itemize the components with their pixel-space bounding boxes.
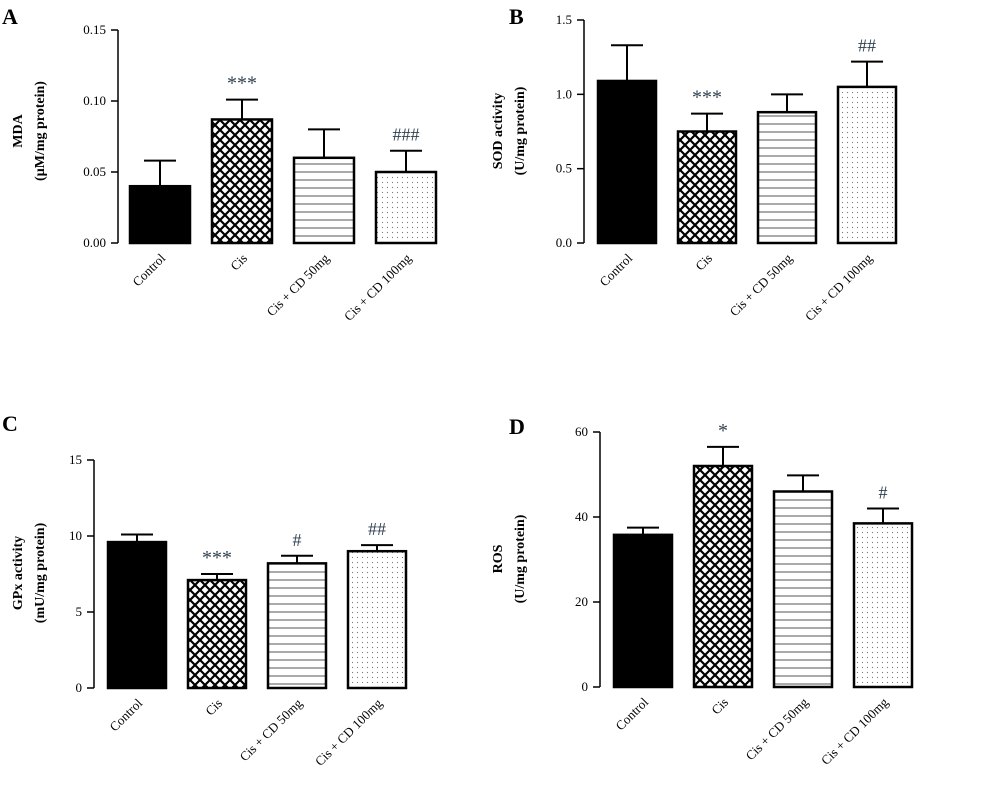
panel-a-bar-control (128, 184, 192, 245)
panel-b-category-label-cis: Cis (692, 251, 715, 274)
panel-d-bar-cis-cd-100mg (852, 522, 914, 689)
panel-a-y-tick-label: 0.05 (83, 164, 106, 179)
panel-d-ylabel-line2: (U/mg protein) (513, 514, 528, 603)
panel-b-significance-cis-cd-100mg: ## (858, 36, 876, 56)
panel-c-category-label-control: Control (106, 695, 145, 734)
panel-d-y-tick-label: 20 (575, 594, 588, 609)
panel-b-y-tick-label: 0.5 (556, 161, 572, 176)
panel-d-y-tick-label: 40 (575, 509, 588, 524)
panel-d-category-label-cis-cd-50mg: Cis + CD 50mg (742, 694, 811, 763)
panel-a: A MDA (µM/mg protein) 0.00 0.05 0.10 0.15 Co… (2, 4, 438, 324)
panel-b-bar-cis-cd-50mg (756, 110, 818, 245)
panel-c: C GPx activity (mU/mg protein) 0 5 10 15 Con… (2, 411, 408, 769)
panel-c-significance-cis: *** (202, 547, 232, 569)
panel-a-ylabel-line1: MDA (11, 113, 26, 147)
panel-c-ylabel-line1: GPx activity (11, 536, 26, 610)
panel-a-ylabel-line2: (µM/mg protein) (33, 81, 48, 181)
panel-c-category-label-cis-cd-50mg: Cis + CD 50mg (236, 695, 305, 764)
panel-d-category-label-cis-cd-100mg: Cis + CD 100mg (818, 694, 892, 768)
panel-b-bar-cis-cd-100mg (836, 85, 898, 245)
panel-c-y-tick-label: 15 (69, 452, 82, 467)
panel-b-category-label-cis-cd-50mg: Cis + CD 50mg (726, 250, 795, 319)
panel-b-bar-cis (676, 130, 738, 245)
panel-d-y-tick-label: 0 (582, 679, 589, 694)
panel-b-y-tick-label: 0.0 (556, 235, 572, 250)
panel-a-y-tick-label: 0.00 (83, 235, 106, 250)
panel-a-category-label-cis-cd-100mg: Cis + CD 100mg (341, 250, 415, 324)
panel-a-significance-cis-cd-100mg: ### (393, 125, 420, 145)
panel-c-category-label-cis-cd-100mg: Cis + CD 100mg (312, 695, 386, 769)
panel-d-significance-cis: * (718, 420, 728, 442)
panel-c-bar-cis (186, 578, 248, 690)
panel-d-bar-control (612, 533, 674, 689)
panel-b-plot: 0.0 0.5 1.0 1.5 Control *** Cis Cis + CD 50mg ##… (556, 12, 898, 324)
panel-d-letter: D (509, 414, 525, 439)
panel-d-significance-cis-cd-100mg: # (879, 483, 888, 503)
panel-a-significance-cis: *** (227, 73, 257, 95)
panel-d-category-label-control: Control (612, 694, 651, 733)
panel-a-bar-cis-cd-100mg (374, 170, 438, 245)
panel-b-y-tick-label: 1.0 (556, 86, 572, 101)
panel-d-ylabel-line1: ROS (491, 544, 506, 573)
panel-c-y-tick-label: 5 (76, 604, 83, 619)
panel-c-bar-cis-cd-50mg (266, 562, 328, 690)
panel-c-significance-cis-cd-100mg: ## (368, 519, 386, 539)
panel-c-letter: C (2, 411, 18, 436)
panel-b-category-label-control: Control (596, 250, 635, 289)
panel-c-y-tick-label: 10 (69, 528, 82, 543)
panel-b-category-label-cis-cd-100mg: Cis + CD 100mg (802, 250, 876, 324)
panel-a-plot: 0.00 0.05 0.10 0.15 Control *** Cis Cis + CD 50… (83, 22, 438, 324)
panel-b-ylabel-line1: SOD activity (491, 93, 506, 170)
panel-d-plot: 0 20 40 60 Control * Cis Cis + CD 50mg # Cis + CD… (575, 420, 914, 768)
panel-c-bar-control (106, 540, 168, 690)
panel-d-bar-cis (692, 464, 754, 689)
panel-d-bar-cis-cd-50mg (772, 490, 834, 689)
panel-b-bar-control (596, 79, 658, 245)
panel-b-letter: B (509, 4, 524, 29)
panel-b: B SOD activity (U/mg protein) 0.0 0.5 1.0 1… (491, 4, 898, 324)
panel-b-ylabel-line2: (U/mg protein) (513, 86, 528, 175)
panel-a-bar-cis (210, 118, 274, 245)
panel-a-y-tick-label: 0.15 (83, 22, 106, 37)
panel-b-significance-cis: *** (692, 87, 722, 109)
panel-a-category-label-cis: Cis (227, 251, 250, 274)
panel-d: D ROS (U/mg protein) 0 20 40 60 Control * Cis C… (491, 414, 914, 768)
panel-c-category-label-cis: Cis (202, 696, 225, 719)
panel-a-letter: A (2, 4, 18, 29)
panel-c-y-tick-label: 0 (76, 680, 83, 695)
panel-c-bar-cis-cd-100mg (346, 549, 408, 690)
panel-a-y-tick-label: 0.10 (83, 93, 106, 108)
panel-b-y-tick-label: 1.5 (556, 12, 572, 27)
panel-a-bar-cis-cd-50mg (292, 156, 356, 245)
panel-a-category-label-control: Control (129, 250, 168, 289)
panel-c-ylabel-line2: (mU/mg protein) (33, 522, 48, 623)
panel-d-category-label-cis: Cis (708, 695, 731, 718)
panel-a-category-label-cis-cd-50mg: Cis + CD 50mg (263, 250, 332, 319)
panel-c-significance-cis-cd-50mg: # (293, 530, 302, 550)
panel-d-y-tick-label: 60 (575, 424, 588, 439)
panel-c-plot: 0 5 10 15 Control *** Cis # Cis + CD 50mg ## Cis +… (69, 452, 408, 769)
